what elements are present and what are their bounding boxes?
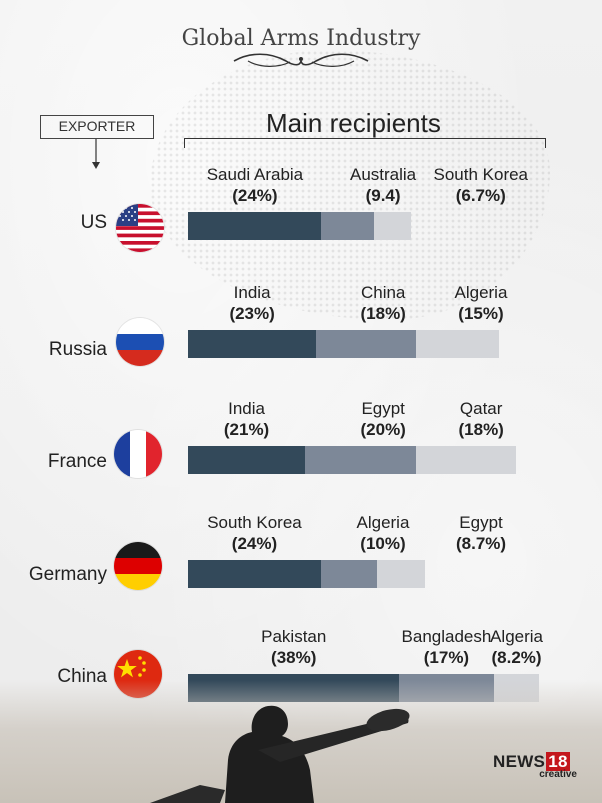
recipient-share: (18%) bbox=[360, 304, 406, 323]
ornament-flourish-icon bbox=[233, 53, 369, 67]
exporter-label-russia: Russia bbox=[48, 339, 107, 360]
recipients-title: Main recipients bbox=[266, 108, 441, 138]
bar-segment-australia bbox=[321, 212, 374, 240]
recipient-share: (9.4) bbox=[365, 186, 401, 205]
recipient-name: Australia bbox=[350, 165, 417, 184]
russia-flag-icon bbox=[116, 318, 164, 366]
recipient-label: South Korea (6.7%) bbox=[434, 164, 529, 206]
logo-brand: NEWS bbox=[493, 752, 546, 771]
recipient-name: Qatar bbox=[459, 399, 503, 418]
recipient-share: (38%) bbox=[271, 648, 317, 667]
arrow-down-icon bbox=[92, 139, 100, 169]
recipient-share: (24%) bbox=[232, 186, 278, 205]
recipient-name: India bbox=[233, 283, 271, 302]
recipient-label: India (21%) bbox=[224, 398, 269, 440]
germany-flag-icon bbox=[114, 542, 162, 590]
bar-segment-egypt bbox=[377, 560, 426, 588]
bar-segment-india bbox=[188, 446, 305, 474]
recipient-label: Saudi Arabia (24%) bbox=[207, 164, 303, 206]
recipient-name: Algeria bbox=[454, 283, 508, 302]
recipient-name: Algeria bbox=[490, 627, 544, 646]
recipient-label: Egypt (8.7%) bbox=[456, 512, 506, 554]
recipient-label: Australia (9.4) bbox=[350, 164, 416, 206]
recipient-share: (10%) bbox=[360, 534, 406, 553]
recipients-bracket bbox=[184, 138, 546, 148]
recipient-share: (17%) bbox=[423, 648, 470, 667]
recipient-share: (18%) bbox=[458, 420, 504, 439]
bar-us bbox=[188, 212, 411, 240]
recipient-label: Pakistan (38%) bbox=[261, 626, 326, 668]
recipient-share: (6.7%) bbox=[455, 186, 506, 205]
recipient-name: Egypt bbox=[459, 513, 503, 532]
recipient-name: Pakistan bbox=[261, 627, 327, 646]
bar-segment-qatar bbox=[415, 446, 517, 474]
bar-segment-china bbox=[315, 330, 416, 358]
recipient-share: (8.2%) bbox=[491, 648, 542, 667]
logo-sub: creative bbox=[539, 769, 577, 780]
recipient-share: (24%) bbox=[231, 534, 278, 553]
recipient-share: (15%) bbox=[458, 304, 504, 323]
exporter-label: EXPORTER bbox=[40, 115, 154, 139]
page-title: Global Arms Industry bbox=[181, 26, 421, 51]
soldier-silhouette-icon bbox=[150, 705, 410, 803]
bar-segment-south-korea bbox=[373, 212, 411, 240]
recipient-name: Saudi Arabia bbox=[206, 165, 304, 184]
bar-segment-india bbox=[188, 330, 316, 358]
exporter-label-france: France bbox=[47, 451, 107, 472]
logo-number: 18 bbox=[546, 752, 570, 771]
recipient-name: Egypt bbox=[361, 399, 405, 418]
recipient-name: South Korea bbox=[433, 165, 529, 184]
france-flag-icon bbox=[114, 430, 162, 478]
recipient-label: China (18%) bbox=[361, 282, 406, 324]
recipient-label: Algeria (15%) bbox=[455, 282, 508, 324]
exporter-label-us: US bbox=[80, 212, 107, 233]
recipient-label: Bangladesh (17%) bbox=[402, 626, 492, 668]
recipient-name: Algeria bbox=[356, 513, 410, 532]
world-map-background bbox=[150, 50, 550, 320]
news18-logo: NEWS 18 creative bbox=[493, 752, 577, 780]
recipient-name: Bangladesh bbox=[401, 627, 492, 646]
bar-france bbox=[188, 446, 517, 474]
recipient-label: Egypt (20%) bbox=[361, 398, 406, 440]
recipient-label: India (23%) bbox=[229, 282, 274, 324]
bar-segment-saudi-arabia bbox=[188, 212, 322, 240]
recipient-label: Qatar (18%) bbox=[459, 398, 504, 440]
recipient-share: (23%) bbox=[229, 304, 275, 323]
bar-segment-south-korea bbox=[188, 560, 322, 588]
recipient-name: China bbox=[360, 283, 406, 302]
recipient-name: South Korea bbox=[207, 513, 302, 532]
recipient-name: India bbox=[228, 399, 265, 418]
bar-segment-algeria bbox=[321, 560, 378, 588]
bar-segment-egypt bbox=[304, 446, 416, 474]
recipient-label: South Korea (24%) bbox=[207, 512, 302, 554]
bar-germany bbox=[188, 560, 426, 588]
recipient-label: Algeria (10%) bbox=[357, 512, 410, 554]
exporter-label-germany: Germany bbox=[28, 564, 107, 585]
recipient-label: Algeria (8.2%) bbox=[490, 626, 543, 668]
bar-segment-algeria bbox=[415, 330, 500, 358]
recipient-share: (21%) bbox=[223, 420, 270, 439]
bar-russia bbox=[188, 330, 500, 358]
recipient-share: (20%) bbox=[360, 420, 406, 439]
us-flag-icon bbox=[116, 204, 164, 252]
recipient-share: (8.7%) bbox=[456, 534, 507, 553]
